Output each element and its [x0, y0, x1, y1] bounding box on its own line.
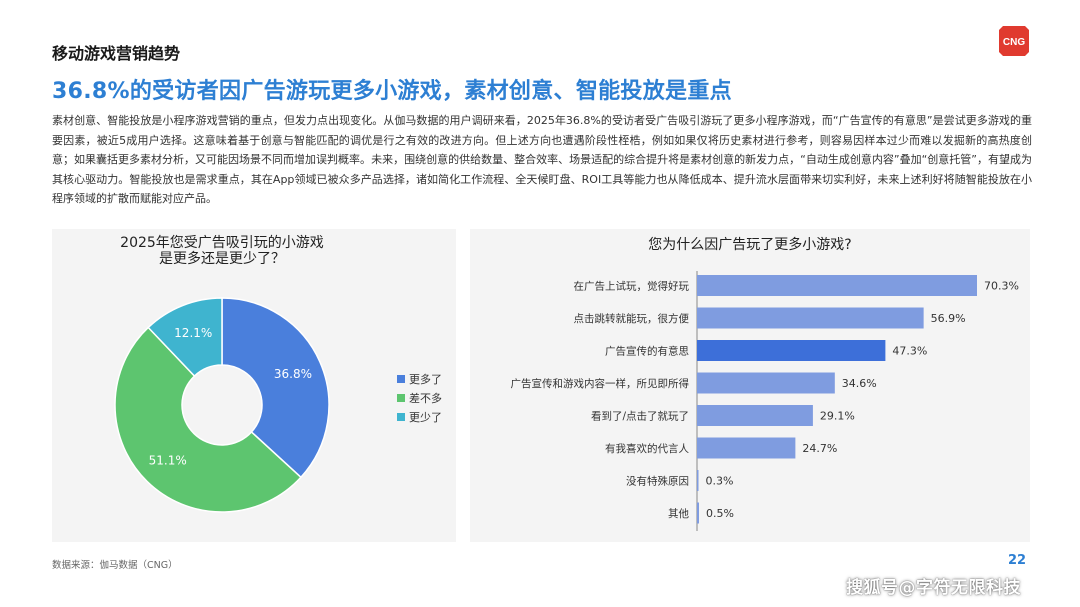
logo-text: CNG: [1003, 37, 1025, 48]
donut-chart-title-line-1: 2025年您受广告吸引玩的小游戏: [120, 234, 324, 251]
bar-4: [697, 372, 835, 394]
legend-label-3: 更少了: [409, 411, 442, 424]
bar-value-label-6: 24.7%: [802, 442, 837, 455]
bar-category-label-5: 看到了/点击了就玩了: [591, 410, 689, 423]
bar-value-label-4: 34.6%: [842, 377, 877, 390]
donut-slice-3: [147, 297, 223, 378]
data-source: 数据来源：伽马数据（CNG）: [52, 560, 178, 571]
bar-value-label-1: 70.3%: [984, 280, 1019, 293]
logo-badge: [999, 26, 1029, 56]
page-number: 22: [1008, 553, 1027, 568]
bar-category-label-4: 广告宣传和游戏内容一样，所见即所得: [511, 377, 690, 390]
bar-category-label-1: 在广告上试玩，觉得好玩: [574, 280, 690, 293]
donut-slice-2: [114, 326, 302, 513]
bar-category-label-7: 没有特殊原因: [626, 475, 689, 488]
legend-label-1: 更多了: [409, 372, 442, 386]
donut-chart-panel: 2025年您受广告吸引玩的小游戏 是更多还是更少了？ 36.8% 51.1% 12.…: [52, 229, 456, 542]
bar-6: [697, 437, 796, 459]
bar-8: [697, 502, 699, 524]
body-paragraph: 素材创意、智能投放是小程序游戏营销的重点，但发力点出现变化。从伽马数据的用户调研…: [52, 114, 1032, 205]
bar-value-label-7: 0.3%: [706, 475, 734, 488]
legend-label-2: 差不多: [409, 391, 442, 405]
bar-3: [697, 340, 886, 361]
donut-slice-label-3: 12.1%: [174, 326, 212, 340]
legend-swatch-3: [397, 413, 405, 421]
bar-chart: 您为什么因广告玩了更多小游戏? 在广告上试玩，觉得好玩 70.3% 点击跳转就能玩，…: [511, 236, 1019, 531]
donut-slice-1: [221, 297, 330, 479]
bar-category-label-2: 点击跳转就能玩，很方便: [574, 312, 690, 325]
bar-category-label-8: 其他: [668, 507, 689, 520]
bar-category-label-3: 广告宣传的有意思: [605, 345, 689, 358]
bar-category-label-6: 有我喜欢的代言人: [605, 442, 689, 455]
bar-1: [697, 275, 977, 296]
bar-7: [697, 470, 699, 491]
donut-chart: 2025年您受广告吸引玩的小游戏 是更多还是更少了？ 36.8% 51.1% 12.…: [114, 234, 442, 513]
watermark: 搜狐号@字符无限科技: [846, 578, 1021, 598]
bar-value-label-2: 56.9%: [931, 312, 966, 325]
legend-swatch-2: [397, 394, 405, 402]
bar-2: [697, 307, 924, 329]
donut-chart-title-line-2: 是更多还是更少了？: [159, 250, 285, 267]
donut-slice-label-1: 36.8%: [274, 367, 312, 381]
section-title: 移动游戏营销趋势: [52, 44, 181, 63]
donut-slice-label-2: 51.1%: [149, 453, 187, 467]
bar-5: [697, 405, 813, 426]
bar-value-label-3: 47.3%: [892, 345, 927, 358]
cng-logo: CNG: [999, 26, 1029, 56]
bar-value-label-8: 0.5%: [706, 507, 734, 520]
bar-chart-title: 您为什么因广告玩了更多小游戏?: [648, 236, 851, 253]
headline: 36.8%的受访者因广告游玩更多小游戏，素材创意、智能投放是重点: [52, 79, 732, 104]
legend-swatch-1: [397, 375, 405, 383]
bar-chart-panel: 您为什么因广告玩了更多小游戏? 在广告上试玩，觉得好玩 70.3% 点击跳转就能玩，…: [470, 229, 1030, 542]
bar-value-label-5: 29.1%: [820, 410, 855, 423]
